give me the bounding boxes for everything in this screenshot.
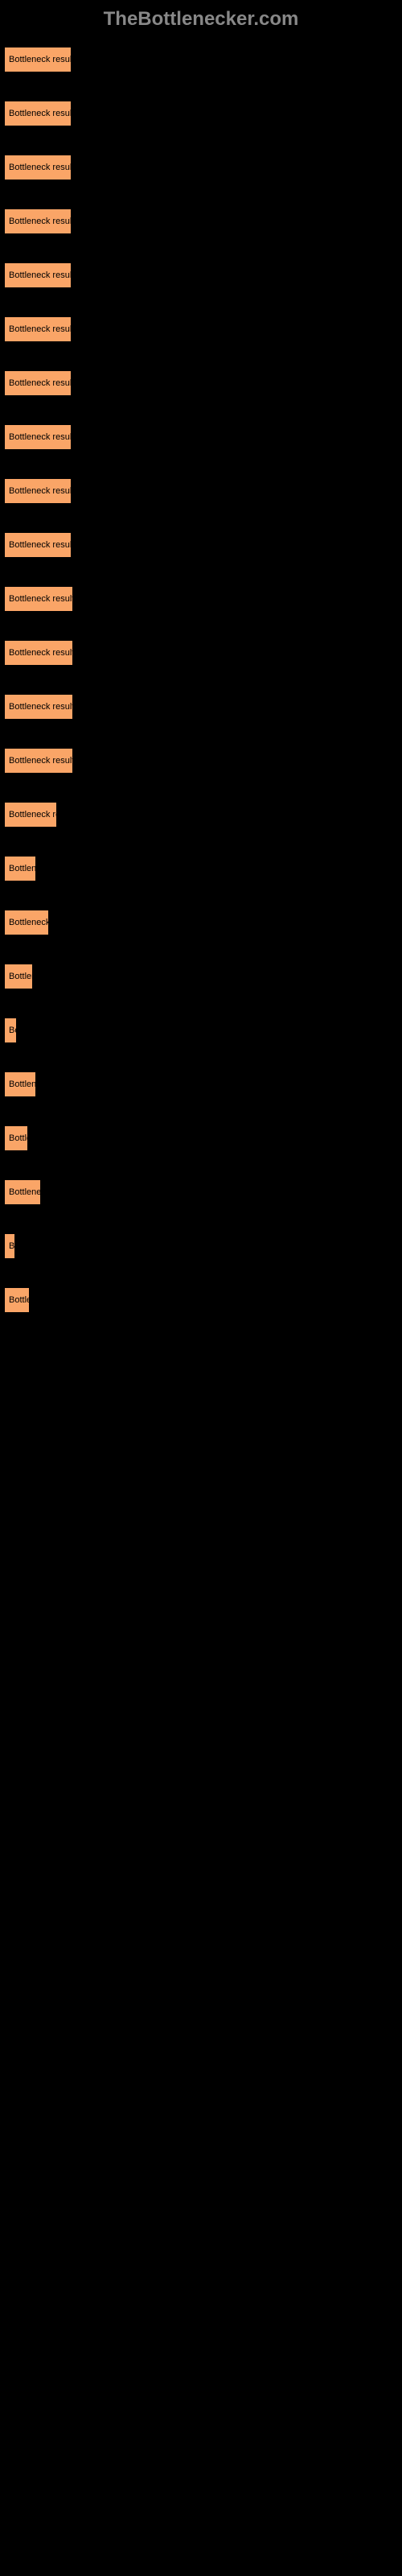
bar-wrapper: Bottlen [4, 1071, 398, 1097]
bar-wrapper: Bottleneck result [4, 47, 398, 72]
bar-wrapper: Bottleneck re [4, 802, 398, 828]
bar-wrapper: Bottlene [4, 856, 398, 881]
bar-wrapper: Bottleneck result [4, 586, 398, 612]
bottleneck-bar: Bottleneck result [4, 262, 72, 288]
bar-wrapper: Bottleneck result [4, 316, 398, 342]
bar-wrapper: Bottleneck result [4, 208, 398, 234]
bar-wrapper: Bottleneck result [4, 101, 398, 126]
bar-wrapper: Bo [4, 1233, 398, 1259]
bottleneck-bar: Bottle [4, 1125, 28, 1151]
bottleneck-bar: Bottleneck result [4, 640, 73, 666]
bottleneck-bar: Bottlen [4, 1071, 36, 1097]
bar-wrapper: Bottleneck result [4, 370, 398, 396]
bar-wrapper: Bottleneck result [4, 694, 398, 720]
bottleneck-bar: Bottleneck result [4, 532, 72, 558]
bar-wrapper: Bottle [4, 1125, 398, 1151]
bottleneck-bar: Bottlene [4, 856, 36, 881]
bar-wrapper: Bottleneck result [4, 478, 398, 504]
bottleneck-bar: Bottlen [4, 964, 33, 989]
bottleneck-bar: Bottleneck result [4, 478, 72, 504]
bar-wrapper: Bottleneck result [4, 262, 398, 288]
bar-wrapper: Bottleneck result [4, 640, 398, 666]
bar-wrapper: Bottleneck result [4, 155, 398, 180]
bottleneck-bar: Bottleneck re [4, 802, 57, 828]
bar-wrapper: Bottleneck r [4, 910, 398, 935]
bottleneck-bar: Bottlenec [4, 1179, 41, 1205]
bottleneck-bar: Bottleneck result [4, 424, 72, 450]
bottleneck-bar: Bottleneck result [4, 208, 72, 234]
bar-wrapper: Bottlenec [4, 1179, 398, 1205]
bottleneck-bar: Bo [4, 1233, 15, 1259]
bar-wrapper: Bo [4, 1018, 398, 1043]
bar-wrapper: Bottleneck result [4, 424, 398, 450]
bottleneck-bar: Bottleneck result [4, 370, 72, 396]
bottleneck-bar: Bottleneck result [4, 101, 72, 126]
bottleneck-bar: Bottle [4, 1287, 30, 1313]
bottleneck-bar: Bottleneck result [4, 47, 72, 72]
bottleneck-bar: Bottleneck result [4, 694, 73, 720]
bars-container: Bottleneck result Bottleneck result Bottle… [0, 39, 402, 1349]
bottleneck-bar: Bottleneck result [4, 586, 73, 612]
bar-wrapper: Bottle [4, 1287, 398, 1313]
bottleneck-bar: Bo [4, 1018, 17, 1043]
bar-wrapper: Bottleneck result [4, 532, 398, 558]
header-logo: TheBottlenecker.com [0, 0, 402, 39]
bar-wrapper: Bottleneck result [4, 748, 398, 774]
bottleneck-bar: Bottleneck r [4, 910, 49, 935]
bottleneck-bar: Bottleneck result [4, 155, 72, 180]
bottleneck-bar: Bottleneck result [4, 748, 73, 774]
bar-wrapper: Bottlen [4, 964, 398, 989]
bottleneck-bar: Bottleneck result [4, 316, 72, 342]
